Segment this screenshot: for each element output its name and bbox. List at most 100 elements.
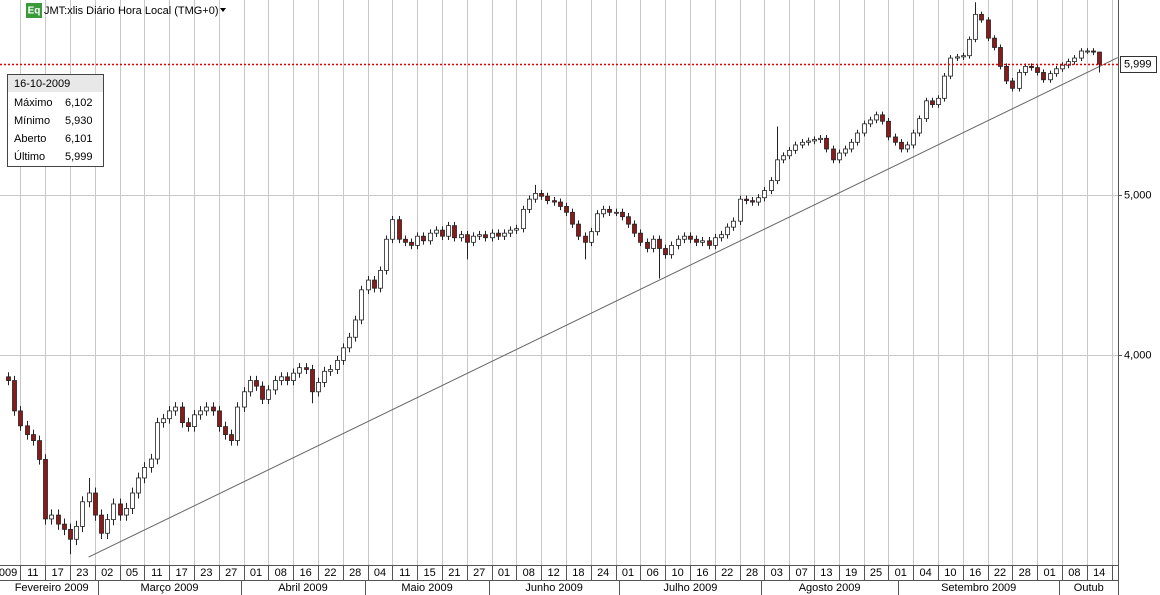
candle-body: [1085, 50, 1090, 53]
candle-body: [229, 434, 234, 442]
candle-body: [459, 234, 464, 239]
x-tick-label: 07: [795, 567, 807, 579]
candle-body: [440, 229, 445, 237]
dropdown-arrow[interactable]: [220, 8, 226, 12]
candle-body: [645, 241, 650, 249]
info-value: 5,999: [65, 151, 93, 163]
candle-body: [552, 200, 557, 203]
candle-body: [1060, 64, 1065, 70]
candle-body: [1048, 73, 1053, 81]
candle-body: [397, 219, 402, 240]
x-tick-label: 25: [870, 567, 882, 579]
candle-body: [62, 523, 67, 530]
candle-body: [533, 193, 538, 200]
x-tick-label: 19: [845, 567, 857, 579]
info-value: 6,102: [65, 97, 93, 109]
candle-body: [322, 370, 327, 383]
candle-body: [539, 193, 544, 197]
candle-body: [880, 114, 885, 122]
candle-body: [136, 477, 141, 494]
candle-body: [676, 238, 681, 246]
candle-body: [130, 492, 135, 509]
candle-body: [787, 149, 792, 157]
candle-body: [688, 235, 693, 240]
x-tick-label: 27: [225, 567, 237, 579]
info-date: 16-10-2009: [14, 78, 70, 90]
candle-body: [806, 140, 811, 143]
info-label: Último: [14, 150, 45, 163]
candle-body: [304, 367, 309, 370]
x-tick-label: 14: [1093, 567, 1105, 579]
candle-body: [862, 123, 867, 134]
candle-body: [725, 226, 730, 236]
candle-body: [43, 459, 48, 520]
candle-body: [800, 141, 805, 146]
month-label: Fevereiro 2009: [15, 582, 89, 594]
candle-body: [18, 410, 23, 427]
grid-layer: [0, 0, 1118, 565]
candle-body: [899, 141, 904, 150]
candle-body: [99, 514, 104, 534]
y-axis: 4,000 5,000 5,999: [1118, 56, 1157, 361]
x-tick-label: 13: [820, 567, 832, 579]
candle-body: [316, 382, 321, 393]
candle-body: [607, 208, 612, 213]
candle-body: [570, 211, 575, 225]
x-tick-label: 22: [324, 567, 336, 579]
candle-body: [31, 434, 36, 442]
candle-body: [564, 206, 569, 213]
x-tick-label: 12: [547, 567, 559, 579]
x-tick-label: 11: [151, 567, 162, 579]
candle-body: [781, 155, 786, 161]
candle-body: [273, 380, 278, 391]
candle-body: [738, 198, 743, 222]
x-tick-label: 17: [51, 567, 63, 579]
candle-body: [353, 319, 358, 338]
candle-body: [223, 426, 228, 435]
x-tick-label: 27: [473, 567, 485, 579]
x-tick-label: 10: [671, 567, 683, 579]
candle-body: [68, 528, 73, 540]
candle-body: [366, 279, 371, 291]
candle-body: [930, 100, 935, 106]
candle-body: [409, 241, 414, 246]
candle-body: [359, 289, 364, 321]
candle-body: [1010, 80, 1015, 89]
candle-body: [111, 503, 116, 520]
candle-body: [155, 422, 160, 460]
month-label: Julho 2009: [663, 582, 717, 594]
x-tick-label: 06: [647, 567, 659, 579]
candle-body: [527, 198, 532, 210]
candle-body: [775, 159, 780, 182]
candle-body: [446, 225, 451, 237]
candle-body: [893, 136, 898, 143]
last-price-label: 5,999: [1124, 58, 1152, 70]
candle-body: [576, 223, 581, 237]
candle-body: [198, 410, 203, 416]
candle-body: [614, 211, 619, 214]
x-tick-label: 23: [200, 567, 212, 579]
x-tick-label: 17: [175, 567, 187, 579]
candle-body: [372, 279, 377, 289]
icon-label: Eq: [28, 6, 41, 17]
candle-body: [979, 13, 984, 21]
candle-body: [868, 119, 873, 125]
month-label: Março 2009: [140, 582, 198, 594]
candle-body: [961, 55, 966, 58]
chart-title: JMT:xlis Diário Hora Local (TMG+0): [44, 5, 219, 17]
candle-body: [483, 234, 488, 239]
candle-body: [471, 235, 476, 243]
x-tick-label: 28: [746, 567, 758, 579]
month-label: Agosto 2009: [799, 582, 861, 594]
candle-body: [595, 213, 600, 233]
candle-body: [849, 141, 854, 150]
info-label: Aberto: [14, 133, 46, 145]
candle-body: [986, 19, 991, 39]
candle-body: [1004, 66, 1009, 82]
x-tick-label: 11: [399, 567, 410, 579]
candle-body: [936, 97, 941, 106]
candle-body: [378, 270, 383, 289]
candle-body: [167, 410, 172, 420]
